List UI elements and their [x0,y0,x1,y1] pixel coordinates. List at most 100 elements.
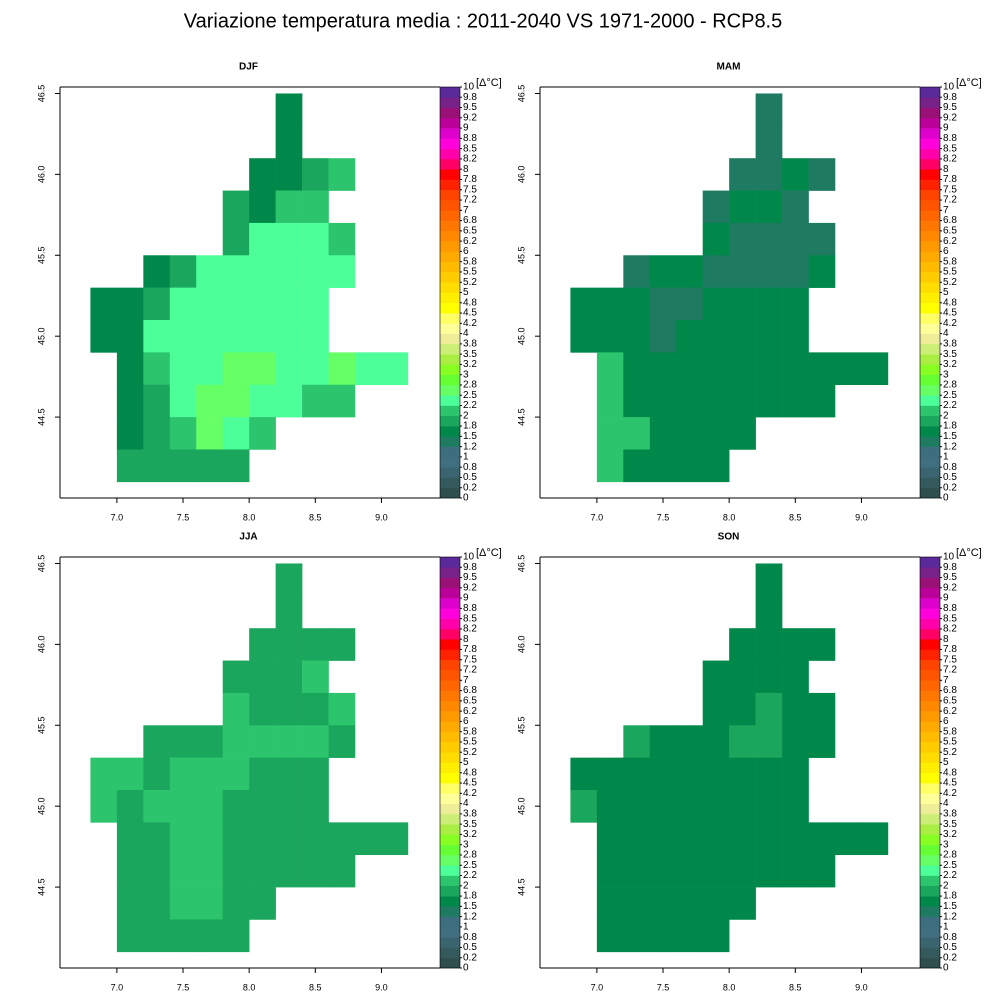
colorbar-tick-label: 7.2 [463,665,477,676]
grid-cell [702,887,730,920]
x-tick-label: 9.0 [855,512,868,522]
colorbar-bin [920,813,940,825]
grid-cell [196,352,224,386]
colorbar-bin [440,107,460,119]
grid-cell [249,887,276,920]
colorbar-bin [920,741,940,753]
colorbar-bin [920,598,940,609]
grid-cell [808,692,836,726]
colorbar-tick-label: 4.5 [463,308,477,319]
colorbar-tick-label: 9.2 [463,582,477,593]
colorbar-bin [440,885,460,897]
colorbar-tick-label: 7.2 [943,665,957,676]
colorbar-tick-label: 6.8 [943,215,957,226]
colorbar-tick-label: 3 [463,369,469,380]
colorbar-tick-label: 0 [943,493,949,504]
grid-cell [275,190,303,224]
grid-cell [729,790,756,823]
grid-cell [222,255,250,288]
grid-cell [302,158,329,191]
grid-cell [702,190,730,224]
colorbar-tick-label: 5.2 [463,277,477,288]
grid-cell [116,854,144,888]
colorbar-unit: [Δ°C] [476,77,502,89]
colorbar-tick-label: 1.5 [943,901,957,912]
grid-cell [116,790,144,823]
x-tick-label: 8.5 [789,982,802,992]
colorbar-tick-label: 4 [943,328,949,339]
grid-cell [808,255,836,288]
grid-cell [755,595,783,629]
colorbar-bin [440,354,460,365]
figure-title: Variazione temperatura media : 2011-2040… [184,10,783,32]
grid-cell [169,255,197,288]
grid-cell [755,255,783,288]
colorbar-bin [440,916,460,928]
colorbar-bin [440,557,460,568]
colorbar-bin [440,333,460,345]
grid-cell [275,320,303,353]
grid-cell [249,628,276,661]
x-tick-label: 8.0 [723,512,736,522]
colorbar-bin [440,128,460,139]
grid-cell [570,320,598,353]
colorbar-bin [920,947,940,959]
colorbar-tick-label: 1.5 [463,431,477,442]
colorbar-bin [440,87,460,98]
colorbar-bin [440,752,460,763]
y-tick-label: 44.5 [36,408,46,426]
grid-cell [143,320,171,353]
grid-cell [275,158,303,191]
colorbar-bin [440,477,460,489]
grid-cell [808,158,836,191]
colorbar-tick-label: 5 [943,757,949,768]
colorbar-bin [920,117,940,129]
colorbar-bin [440,241,460,252]
colorbar-bin [440,210,460,221]
grid-cell [702,384,730,418]
y-tick-label: 45.5 [36,717,46,735]
colorbar-tick-label: 0.8 [943,462,957,473]
grid-cell [623,384,651,418]
grid-cell [169,919,197,953]
colorbar-bin [920,875,940,887]
grid-cell [222,790,250,823]
colorbar-bin [440,189,460,201]
grid-cell [275,757,303,791]
colorbar-bin [920,271,940,283]
y-tick-label: 46.0 [36,636,46,654]
grid-cell [676,854,704,888]
colorbar-unit: [Δ°C] [956,547,982,559]
grid-cell [755,790,783,823]
grid-cell [676,352,704,386]
grid-cell [116,417,144,450]
grid-cell [222,222,250,256]
colorbar-tick-label: 1.8 [943,421,957,432]
grid-cell [808,854,836,888]
colorbar-bin [440,957,460,969]
grid-cell [196,449,224,483]
grid-cell [755,352,783,386]
colorbar-bin [920,446,940,458]
colorbar-bin [920,567,940,578]
grid-cell [196,757,224,791]
grid-cell [143,854,171,888]
x-tick-label: 7.0 [111,982,124,992]
grid-cell [116,757,144,791]
grid-cell [249,692,276,726]
grid-cell [249,287,276,321]
colorbar-bin [440,639,460,650]
grid-cell [275,255,303,288]
colorbar-tick-label: 5.2 [463,747,477,758]
grid-cell [782,854,809,888]
colorbar-bin [920,916,940,928]
colorbar-tick-label: 2.5 [463,860,477,871]
grid-cell [729,725,756,758]
grid-cell [249,725,276,758]
grid-cell [623,320,651,353]
grid-cell [143,887,171,920]
grid-cell [649,384,677,418]
grid-cell [196,822,224,856]
grid-cell [782,255,809,288]
